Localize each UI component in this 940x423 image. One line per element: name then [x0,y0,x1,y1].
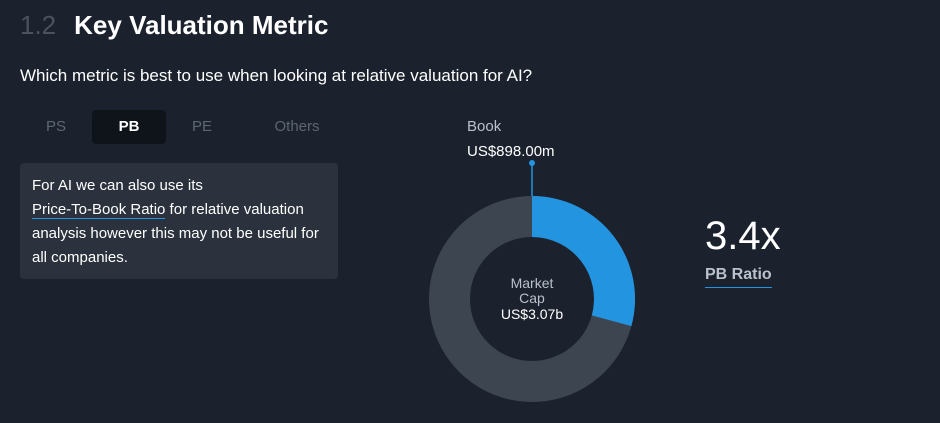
price-to-book-link[interactable]: Price-To-Book Ratio [32,201,166,219]
tab-pe[interactable]: PE [191,118,212,135]
book-leader-dot [529,160,535,166]
center-label-line1: Market [511,275,554,291]
section-title: Key Valuation Metric [74,10,329,40]
center-label-value: US$3.07b [501,306,563,322]
book-callout-name: Book [467,118,502,135]
pb-donut-chart: Book US$898.00m Market Cap US$3.07b [400,100,680,423]
info-suffix: for relative valuation analysis however … [32,201,319,266]
question-text: Which metric is best to use when looking… [20,66,533,85]
center-label-line2: Cap [519,290,545,306]
section-number: 1.2 [20,10,57,40]
info-prefix: For AI we can also use its [32,177,203,194]
tab-others[interactable]: Others [274,118,320,135]
book-segment [532,196,635,327]
metric-tabs: PS PB PE Others [20,110,356,144]
pb-ratio-label[interactable]: PB Ratio [705,266,772,288]
pb-ratio-value: 3.4x [705,214,781,258]
book-callout-value: US$898.00m [467,143,555,160]
tab-pb[interactable]: PB [92,110,166,144]
info-box: For AI we can also use its Price-To-Book… [20,163,338,279]
section-header: 1.2 Key Valuation Metric [20,10,328,41]
tab-ps[interactable]: PS [45,118,66,135]
